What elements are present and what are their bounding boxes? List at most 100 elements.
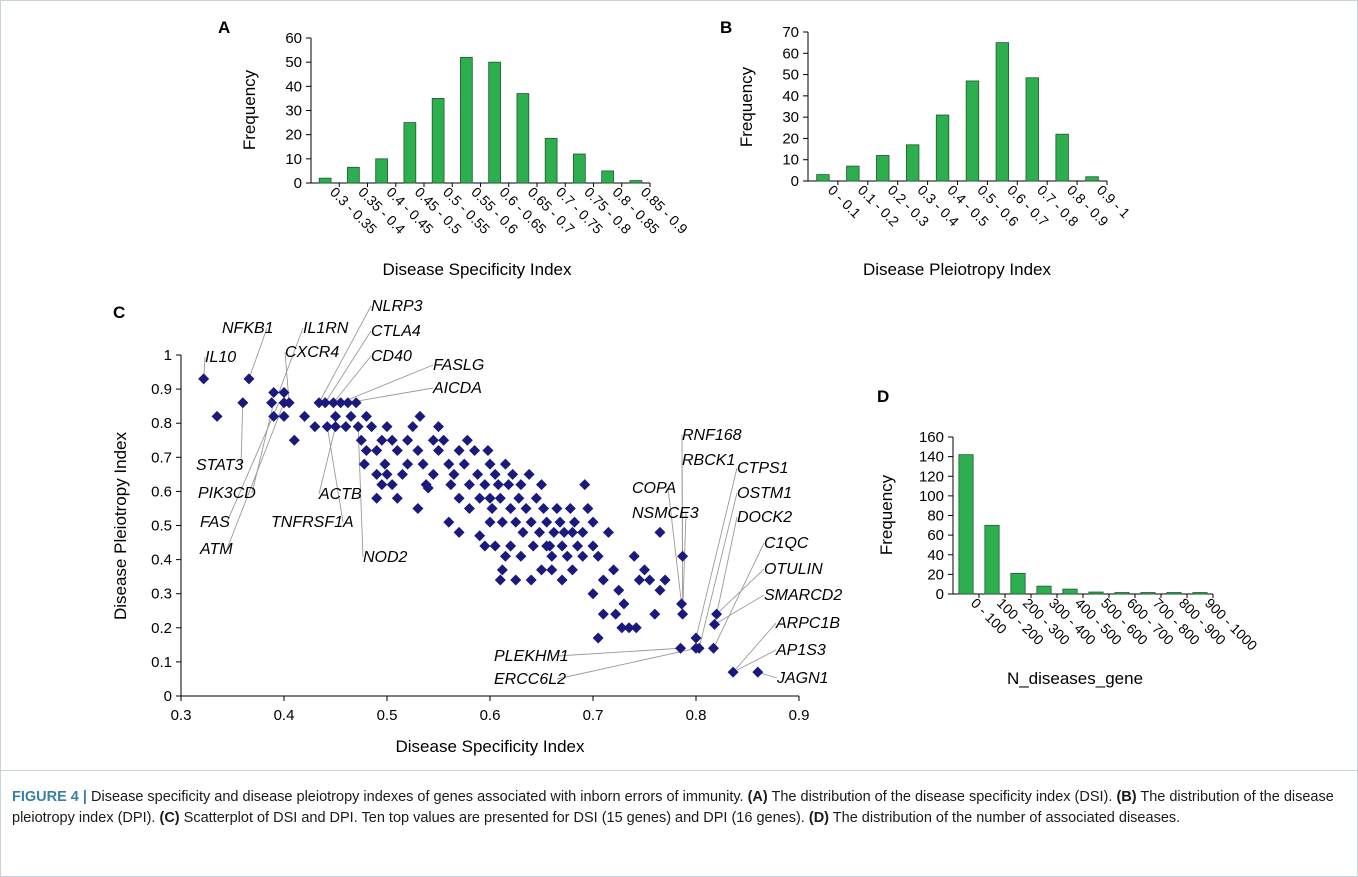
scatter-point — [319, 397, 331, 409]
y-tick-label: 0.6 — [151, 483, 172, 500]
scatter-point — [443, 516, 455, 528]
scatter-point — [517, 526, 529, 538]
leader-line — [682, 512, 687, 615]
y-tick-label: 0.3 — [151, 586, 172, 603]
scatter-point — [564, 502, 576, 514]
scatter-point — [510, 516, 522, 528]
bar — [431, 98, 445, 184]
y-tick-label: 40 — [927, 547, 944, 564]
scatter-point — [494, 574, 506, 586]
scatter-point — [427, 434, 439, 446]
scatter-point — [499, 550, 511, 562]
scatter-point — [422, 482, 434, 494]
caption-text-d: The distribution of the number of associ… — [829, 810, 1181, 826]
bar — [1055, 133, 1069, 182]
y-axis-title-c: Disease Pleiotropy Index — [111, 431, 130, 620]
scatter-point — [546, 550, 558, 562]
scatter-point — [613, 584, 625, 596]
scatter-point — [505, 502, 517, 514]
scatter-point — [561, 550, 573, 562]
scatter-point — [587, 588, 599, 600]
panel-label-d: D — [877, 387, 889, 406]
scatter-point — [708, 642, 720, 654]
scatter-point — [505, 540, 517, 552]
scatter-point — [484, 516, 496, 528]
gene-label: OSTM1 — [737, 485, 792, 502]
leader-line — [556, 647, 697, 680]
scatter-point — [616, 622, 628, 634]
scatter-point — [453, 492, 465, 504]
y-axis-title-d: Frequency — [877, 474, 896, 555]
scatter-point — [391, 444, 403, 456]
bar — [876, 155, 890, 182]
scatter-point — [299, 410, 311, 422]
scatter-point — [371, 468, 383, 480]
gene-label: COPA — [632, 480, 676, 497]
caption-ref-a: (A) — [747, 789, 768, 805]
y-tick-label: 120 — [919, 468, 944, 485]
leader-line — [226, 402, 280, 523]
gene-label: NSMCE3 — [632, 505, 699, 522]
caption-intro: Disease specificity and disease pleiotro… — [86, 789, 748, 805]
scatter-point — [592, 632, 604, 644]
x-tick-label: 0.7 — [583, 707, 604, 724]
scatter-point — [554, 516, 566, 528]
scatter-point — [433, 421, 444, 433]
x-axis-title-b: Disease Pleiotropy Index — [863, 260, 1052, 279]
y-tick-label: 40 — [782, 88, 799, 105]
scatter-point — [278, 387, 290, 399]
leader-line — [324, 330, 372, 403]
bar — [995, 42, 1010, 182]
x-tick-label: 0.8 — [686, 707, 707, 724]
scatter-point — [608, 564, 620, 576]
scatter-point — [659, 574, 671, 586]
leader-line — [713, 542, 765, 649]
x-tick-label: 0.3 — [171, 707, 192, 724]
scatter-point — [572, 540, 584, 552]
scatter-point — [453, 526, 465, 538]
y-tick-label: 0.7 — [151, 449, 172, 466]
scatter-point — [548, 526, 560, 538]
scatter-point — [376, 434, 388, 446]
gene-label: ARPC1B — [775, 615, 840, 632]
gene-label: CD40 — [371, 348, 412, 365]
scatter-point — [623, 622, 635, 634]
gene-label: FAS — [200, 514, 230, 531]
scatter-point — [558, 526, 570, 538]
scatter-point — [499, 458, 511, 470]
scatter-point — [566, 564, 578, 576]
scatter-point — [633, 574, 645, 586]
bar — [488, 61, 501, 184]
scatter-point — [366, 421, 378, 433]
x-axis-title-c: Disease Specificity Index — [396, 737, 585, 756]
scatter-point — [352, 421, 364, 433]
y-tick-label: 160 — [919, 429, 944, 446]
y-tick-label: 0 — [791, 173, 799, 190]
scatter-point — [644, 574, 656, 586]
scatter-point — [486, 502, 498, 514]
bar — [347, 166, 360, 184]
y-tick-label: 140 — [919, 449, 944, 466]
scatter-point — [391, 492, 403, 504]
leader-line — [318, 426, 336, 495]
scatter-point — [492, 479, 504, 491]
gene-label: STAT3 — [196, 457, 244, 474]
scatter-point — [690, 642, 702, 654]
scatter-point — [412, 444, 424, 456]
y-tick-label: 0 — [294, 175, 302, 192]
x-axis-title-d: N_diseases_gene — [1007, 669, 1143, 688]
leader-line — [714, 516, 738, 625]
bar — [1062, 588, 1078, 595]
scatter-point — [386, 434, 398, 446]
y-axis-title-a: Frequency — [240, 69, 259, 150]
scatter-point — [690, 632, 702, 644]
bar — [935, 114, 950, 182]
scatter-point — [513, 492, 525, 504]
scatter-point — [556, 540, 568, 552]
bar — [460, 56, 473, 184]
bar — [573, 153, 586, 184]
scatter-point — [546, 564, 558, 576]
scatter-point — [484, 492, 496, 504]
scatter-point — [433, 444, 444, 456]
bar — [1192, 592, 1208, 595]
